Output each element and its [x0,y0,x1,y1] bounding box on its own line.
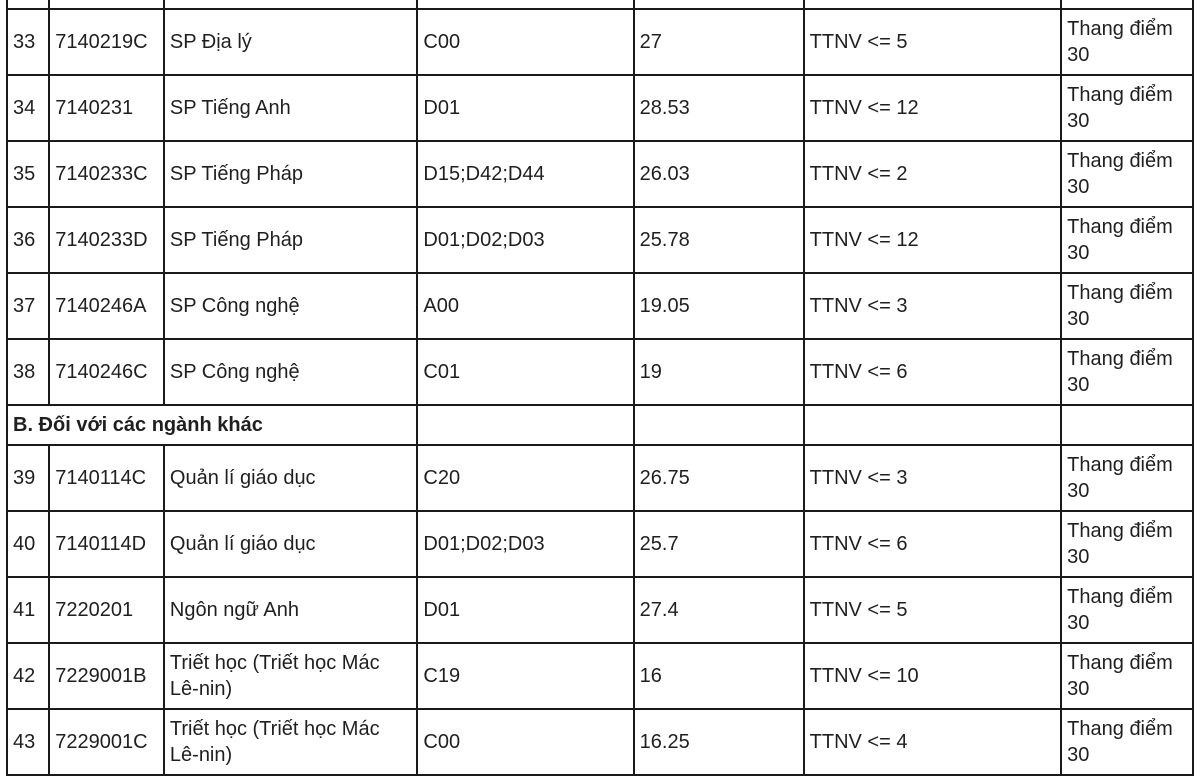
cell-name: Ngôn ngữ Anh [164,577,417,643]
cell-idx: 33 [7,9,49,75]
cell-block: C00 [417,709,633,775]
cell-name: SP Tiếng Anh [164,75,417,141]
cell-scale: Thang điểm 30 [1061,75,1193,141]
cell-idx: 38 [7,339,49,405]
table-row: 397140114CQuản lí giáo dụcC2026.75TTNV <… [7,445,1193,511]
cell-idx: 35 [7,141,49,207]
cell-score: 25.78 [634,207,804,273]
cell-name: Triết học (Triết học Mác Lê-nin) [164,643,417,709]
table-row: 407140114DQuản lí giáo dụcD01;D02;D0325.… [7,511,1193,577]
empty-cell [417,405,633,445]
empty-cell [634,405,804,445]
section-header-label: B. Đối với các ngành khác [7,405,417,445]
table-row: 377140246ASP Công nghệA0019.05TTNV <= 3T… [7,273,1193,339]
cell-name: Quản lí giáo dục [164,445,417,511]
cell-score: 19 [634,339,804,405]
empty-cell [804,405,1062,445]
cell-block: D01 [417,577,633,643]
cell-idx: 40 [7,511,49,577]
cell-ttnv: TTNV <= 4 [804,709,1062,775]
cell-scale: Thang điểm 30 [1061,339,1193,405]
cell-code: 7140233D [49,207,164,273]
cell-ttnv: TTNV <= 5 [804,9,1062,75]
cell-idx: 42 [7,643,49,709]
cell-name: SP Công nghệ [164,339,417,405]
cell-score: 26.03 [634,141,804,207]
cell-idx: 39 [7,445,49,511]
cell-score: 25.7 [634,511,804,577]
cell-ttnv: TTNV <= 5 [804,577,1062,643]
cell-scale: Thang điểm 30 [1061,207,1193,273]
cell-block: D01;D02;D03 [417,511,633,577]
cell-code: 7140219C [49,9,164,75]
cell-ttnv: TTNV <= 6 [804,511,1062,577]
cell-idx: 43 [7,709,49,775]
section-header-row: B. Đối với các ngành khác [7,405,1193,445]
cell-ttnv: TTNV <= 3 [804,445,1062,511]
table-row-partial [7,0,1193,9]
cell-name: Triết học (Triết học Mác Lê-nin) [164,709,417,775]
cell-code: 7140114D [49,511,164,577]
cell-scale: Thang điểm 30 [1061,709,1193,775]
cell-code: 7140246A [49,273,164,339]
cell-block: C01 [417,339,633,405]
admissions-table: 337140219CSP Địa lýC0027TTNV <= 5Thang đ… [6,0,1194,776]
cell-code: 7140233C [49,141,164,207]
cell-name: SP Tiếng Pháp [164,207,417,273]
cell-score: 26.75 [634,445,804,511]
table-row: 437229001CTriết học (Triết học Mác Lê-ni… [7,709,1193,775]
cell-score: 16.25 [634,709,804,775]
cell-block: C00 [417,9,633,75]
cell-block: C19 [417,643,633,709]
cell-code: 7229001C [49,709,164,775]
empty-cell [1061,405,1193,445]
cell-name: SP Tiếng Pháp [164,141,417,207]
table-row: 337140219CSP Địa lýC0027TTNV <= 5Thang đ… [7,9,1193,75]
table-row: 387140246CSP Công nghệC0119TTNV <= 6Than… [7,339,1193,405]
cell-scale: Thang điểm 30 [1061,511,1193,577]
cell-ttnv: TTNV <= 10 [804,643,1062,709]
cell-scale: Thang điểm 30 [1061,273,1193,339]
cell-block: D01 [417,75,633,141]
cell-scale: Thang điểm 30 [1061,9,1193,75]
cell-name: SP Địa lý [164,9,417,75]
table-row: 417220201Ngôn ngữ AnhD0127.4TTNV <= 5Tha… [7,577,1193,643]
cell-scale: Thang điểm 30 [1061,445,1193,511]
table-row: 367140233DSP Tiếng PhápD01;D02;D0325.78T… [7,207,1193,273]
cell-idx: 41 [7,577,49,643]
cell-scale: Thang điểm 30 [1061,643,1193,709]
cell-score: 16 [634,643,804,709]
cell-idx: 34 [7,75,49,141]
cell-code: 7229001B [49,643,164,709]
cell-code: 7140114C [49,445,164,511]
cell-ttnv: TTNV <= 12 [804,75,1062,141]
cell-idx: 37 [7,273,49,339]
cell-block: D15;D42;D44 [417,141,633,207]
table-row: 427229001BTriết học (Triết học Mác Lê-ni… [7,643,1193,709]
cell-idx: 36 [7,207,49,273]
cell-scale: Thang điểm 30 [1061,577,1193,643]
cell-name: SP Công nghệ [164,273,417,339]
cell-code: 7220201 [49,577,164,643]
cell-code: 7140231 [49,75,164,141]
cell-block: D01;D02;D03 [417,207,633,273]
cell-block: A00 [417,273,633,339]
cell-score: 27 [634,9,804,75]
cell-ttnv: TTNV <= 2 [804,141,1062,207]
cell-ttnv: TTNV <= 3 [804,273,1062,339]
cell-score: 27.4 [634,577,804,643]
cell-score: 28.53 [634,75,804,141]
cell-code: 7140246C [49,339,164,405]
cell-name: Quản lí giáo dục [164,511,417,577]
table-row: 347140231SP Tiếng AnhD0128.53TTNV <= 12T… [7,75,1193,141]
cell-ttnv: TTNV <= 12 [804,207,1062,273]
table-row: 357140233CSP Tiếng PhápD15;D42;D4426.03T… [7,141,1193,207]
cell-ttnv: TTNV <= 6 [804,339,1062,405]
cell-scale: Thang điểm 30 [1061,141,1193,207]
cell-score: 19.05 [634,273,804,339]
cell-block: C20 [417,445,633,511]
